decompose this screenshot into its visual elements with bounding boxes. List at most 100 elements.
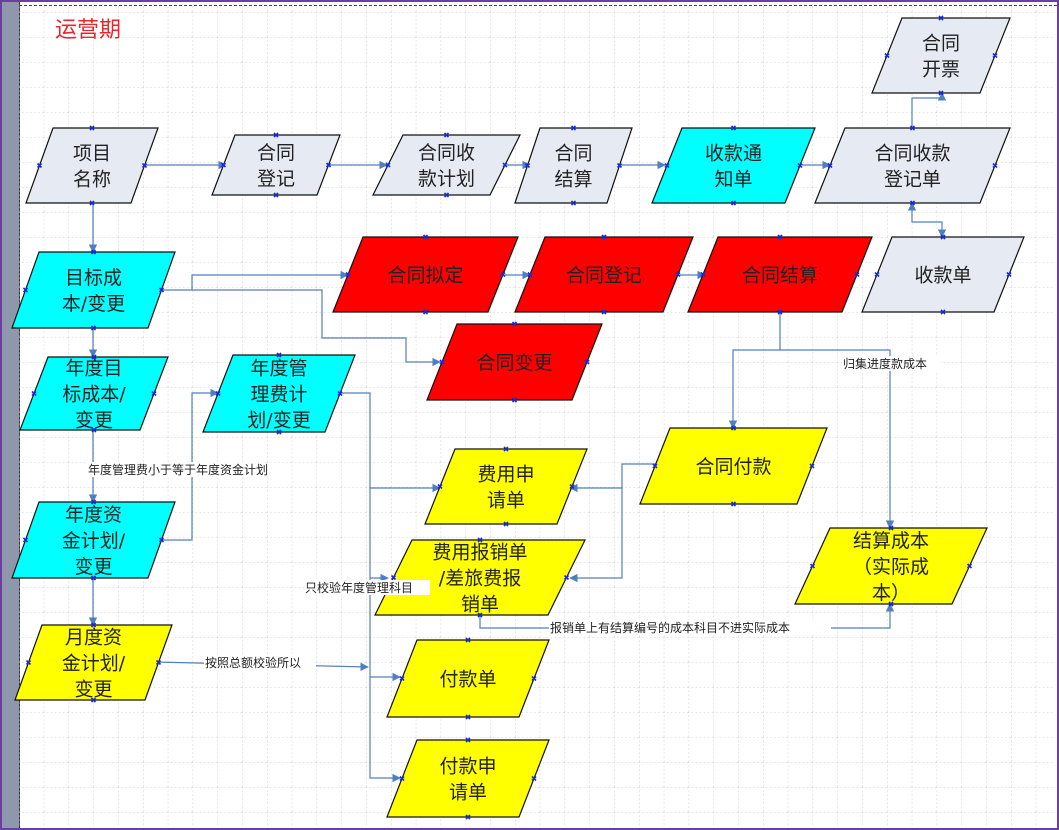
connection-point-icon: [443, 132, 450, 138]
parallelogram: [687, 236, 873, 313]
connection-point-icon: [36, 162, 43, 169]
connection-point-icon: [874, 271, 880, 278]
shape-contract-payment[interactable]: 合同付款: [639, 425, 828, 507]
parallelogram: [814, 127, 1011, 204]
connection-point-icon: [992, 162, 998, 169]
shape-label: 知单: [714, 169, 752, 191]
shape-contract-change[interactable]: 合同变更: [426, 321, 603, 403]
connection-point-icon: [1006, 271, 1012, 278]
parallelogram: [372, 134, 521, 196]
shape-label: 合同变更: [476, 352, 552, 374]
connection-point-icon: [465, 637, 471, 643]
connection-point-icon: [652, 463, 658, 469]
connection-point-icon: [422, 309, 429, 315]
connection-point-icon: [273, 132, 279, 138]
parallelogram: [514, 127, 633, 204]
connection-point-icon: [940, 234, 946, 240]
parallelogram: [651, 127, 816, 204]
connection-point-icon: [89, 200, 95, 206]
shape-label: 结算成本: [853, 530, 929, 552]
connection-point-icon: [527, 271, 533, 278]
shape-annual-fund-plan[interactable]: 年度资金计划/变更: [11, 499, 176, 581]
shape-label: 年度资: [65, 504, 122, 526]
parallelogram: [211, 134, 341, 196]
connection-point-icon: [91, 354, 97, 360]
shape-label: 合同收款: [874, 143, 950, 165]
connection-point-icon: [90, 249, 97, 255]
shape-label: 本/变更: [62, 293, 125, 315]
connection-point-icon: [422, 234, 429, 240]
shape-label: 费用申: [477, 464, 534, 486]
connection-point-icon: [992, 52, 998, 59]
connection-point-icon: [584, 359, 590, 365]
connection-point-icon: [888, 601, 894, 607]
shape-label: 划/变更: [247, 410, 310, 432]
parallelogram: [332, 236, 519, 313]
shape-contract-draft[interactable]: 合同拟定: [332, 234, 519, 315]
connection-point-icon: [90, 499, 97, 505]
shape-label: （实际成: [853, 556, 929, 578]
connection-point-icon: [477, 612, 483, 618]
shape-settlement-cost[interactable]: 结算成本 （实际成本）: [794, 525, 988, 607]
connection-point-icon: [89, 125, 95, 131]
shape-label: 本）: [872, 582, 910, 604]
shape-contract-register-red[interactable]: 合同登记: [514, 234, 694, 315]
connection-point-icon: [854, 271, 860, 278]
connection-point-icon: [273, 192, 279, 198]
shape-label: 合同结算: [742, 265, 818, 287]
connector-arrow: [907, 202, 947, 238]
shape-label: 开票: [922, 59, 960, 81]
connection-point-icon: [664, 162, 670, 169]
connection-point-icon: [730, 200, 737, 206]
shape-label: 合同收: [418, 142, 475, 164]
diagram-title: 运营期: [55, 18, 121, 43]
connection-point-icon: [465, 714, 471, 720]
connector-label-check-by-total: 按照总额校验所以: [205, 655, 301, 670]
shape-receipt-slip[interactable]: 收款单: [861, 234, 1025, 315]
shape-label: 请单: [449, 782, 487, 804]
connection-point-icon: [569, 483, 575, 490]
connection-point-icon: [827, 162, 833, 169]
connection-point-icon: [797, 162, 803, 169]
connection-point-icon: [730, 425, 737, 431]
shape-label: 费用报销单: [432, 542, 527, 564]
shape-label: 款计划: [418, 168, 475, 190]
connection-point-icon: [570, 125, 577, 131]
connection-point-icon: [730, 501, 737, 507]
connection-point-icon: [884, 52, 890, 59]
shape-payment-slip[interactable]: 付款单: [386, 637, 550, 720]
parallelogram: [424, 448, 588, 525]
connection-point-icon: [511, 397, 518, 403]
connection-point-icon: [563, 574, 570, 581]
connection-point-icon: [90, 325, 97, 331]
connection-point-icon: [439, 359, 445, 365]
connection-point-icon: [730, 125, 737, 131]
connection-point-icon: [276, 429, 282, 435]
shape-contract-settlement[interactable]: 合同结算: [514, 125, 633, 206]
shape-label: 月度资: [65, 627, 122, 649]
shape-contract-register[interactable]: 合同登记: [211, 132, 341, 198]
connection-point-icon: [616, 162, 623, 169]
shape-label: 登记单: [884, 169, 941, 191]
shape-contract-settlement-red[interactable]: 合同结算: [687, 234, 873, 315]
connection-point-icon: [500, 271, 506, 278]
shape-label: 名称: [73, 169, 111, 191]
label-background: [204, 655, 316, 670]
connector-arrow: [780, 349, 895, 529]
connector-label-reimbursement-rule: 报销单上有结算编号的成本科目不进实际成本: [550, 620, 790, 635]
connectors: [88, 92, 947, 783]
connection-point-icon: [531, 775, 537, 782]
